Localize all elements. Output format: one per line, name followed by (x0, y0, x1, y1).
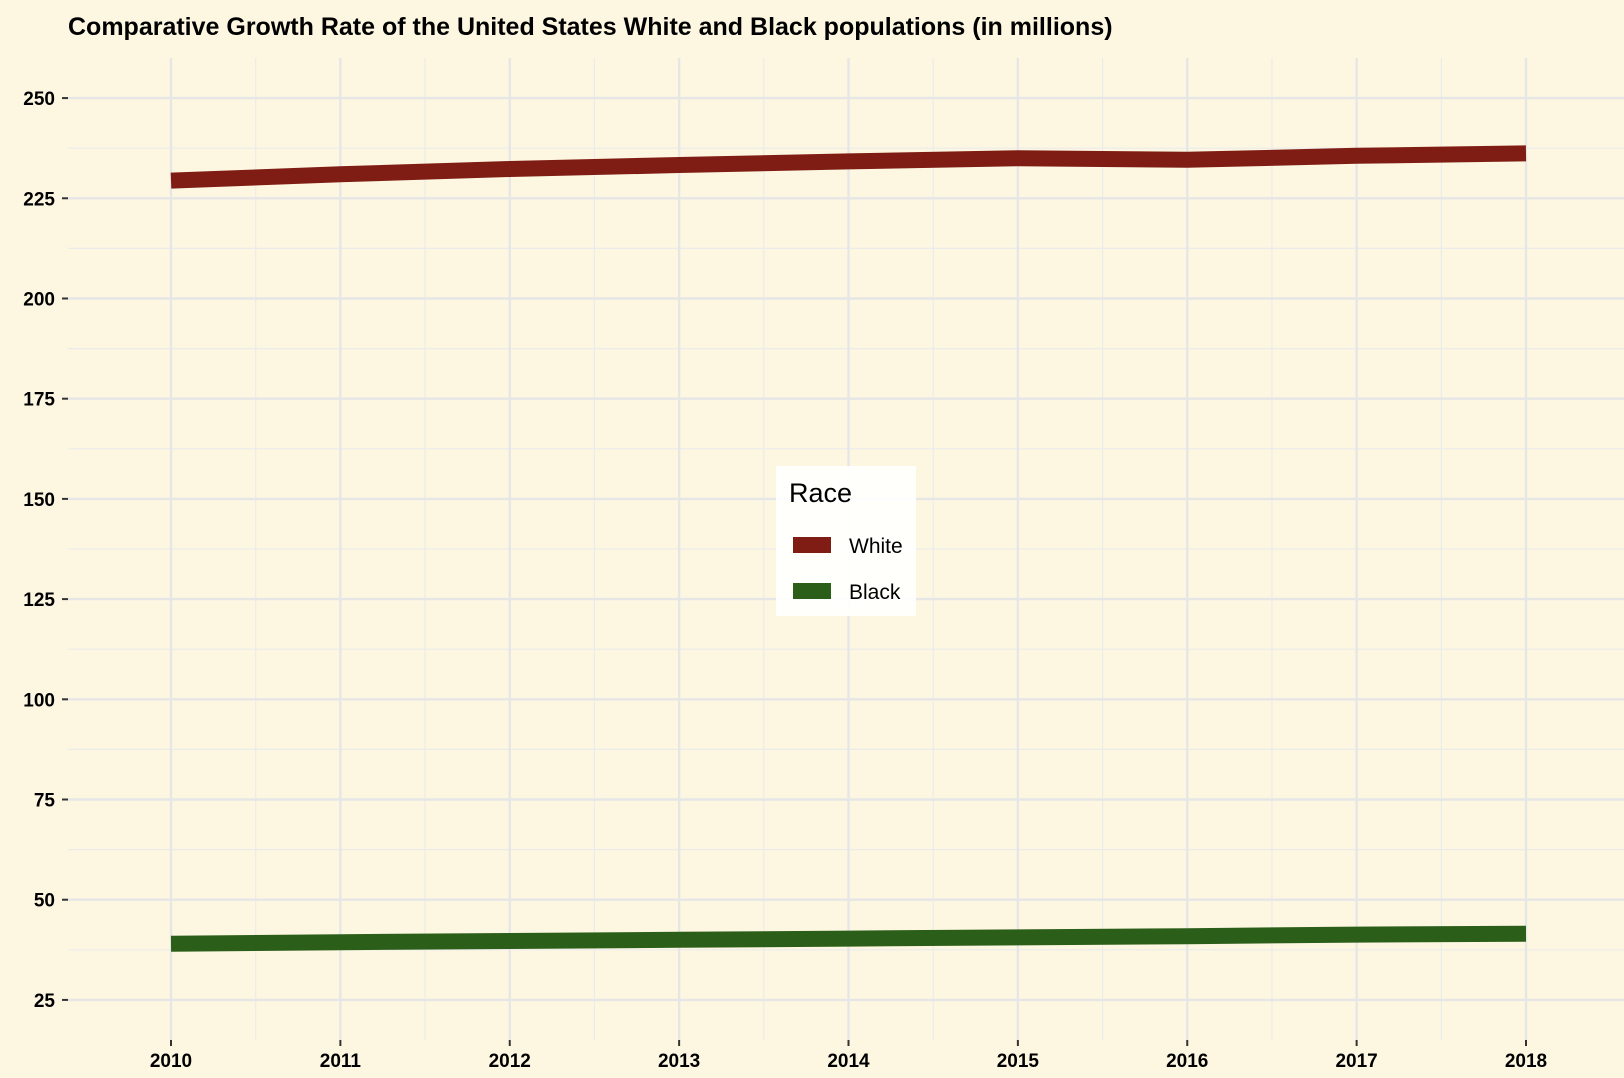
y-tick-label: 150 (23, 490, 55, 511)
y-tick-label: 200 (23, 289, 55, 310)
y-tick-label: 250 (23, 89, 55, 110)
legend-items: White Black (793, 535, 903, 604)
axes: 25 50 75 100 125 150 175 200 225 250 2010 2011 2012 2… (23, 89, 1547, 1072)
y-tick-label: 50 (34, 891, 55, 912)
x-tick-label: 2016 (1166, 1051, 1208, 1072)
legend: Race White Black (776, 466, 916, 616)
y-tick-label: 175 (23, 390, 55, 411)
y-tick-label: 225 (23, 189, 55, 210)
y-tick-label: 125 (23, 590, 55, 611)
legend-key-white (793, 537, 831, 553)
x-tick-label: 2015 (997, 1051, 1040, 1072)
x-tick-label: 2017 (1335, 1051, 1377, 1072)
x-tick-label: 2010 (150, 1051, 192, 1072)
legend-title: Race (789, 478, 852, 508)
legend-label-white: White (849, 535, 903, 558)
y-tick-label: 75 (34, 791, 56, 812)
legend-key-black (793, 583, 831, 599)
x-tick-label: 2013 (658, 1051, 700, 1072)
legend-label-black: Black (849, 581, 901, 604)
x-tick-label: 2014 (827, 1051, 870, 1072)
x-tick-label: 2012 (489, 1051, 531, 1072)
chart-title: Comparative Growth Rate of the United St… (68, 13, 1113, 41)
series-line-white (170, 145, 1527, 189)
y-tick-label: 100 (23, 690, 55, 711)
x-tick-label: 2011 (320, 1051, 362, 1072)
series-line-black (170, 925, 1527, 952)
y-tick-label: 25 (34, 991, 56, 1012)
x-tick-label: 2018 (1505, 1051, 1547, 1072)
series-lines (170, 145, 1527, 952)
